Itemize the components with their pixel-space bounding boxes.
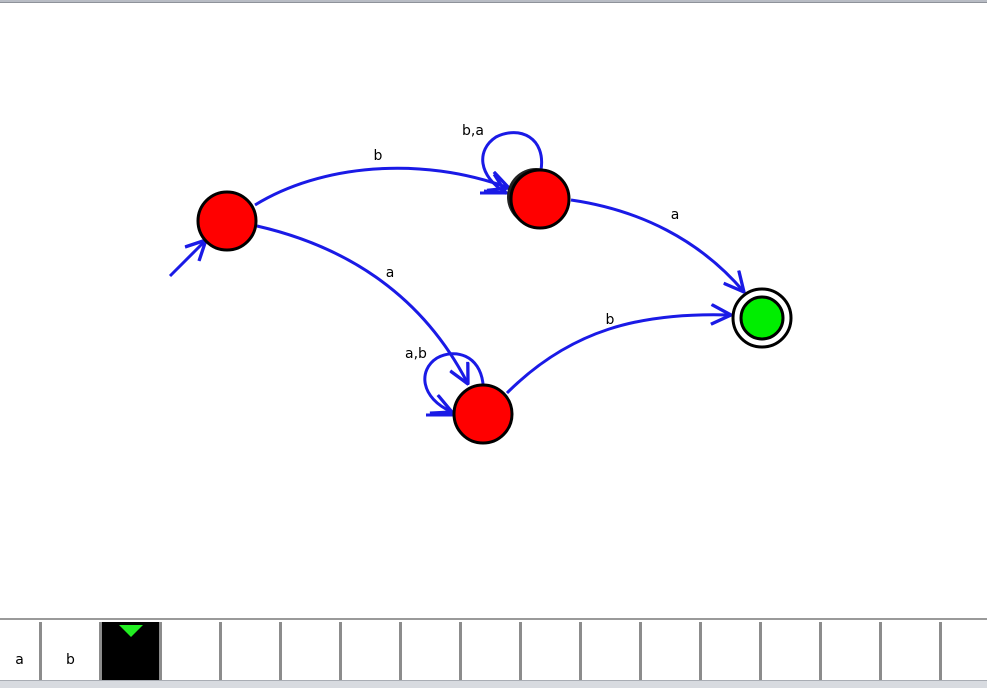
edge-q2-q3[interactable]: [505, 315, 731, 395]
tape-cell[interactable]: a: [0, 622, 42, 680]
tape-cell[interactable]: [642, 622, 702, 680]
self-loop-label-q1: b,a: [462, 123, 484, 139]
state-q3-accepting[interactable]: [739, 295, 785, 341]
self-loop-label-q2: a,b: [405, 346, 427, 362]
tape-cell[interactable]: [522, 622, 582, 680]
self-loop-q1[interactable]: [481, 131, 544, 193]
tape-cell[interactable]: b: [42, 622, 102, 680]
tape-cell[interactable]: [822, 622, 882, 680]
state-q1[interactable]: [509, 168, 571, 230]
diagram-canvas[interactable]: b a b,a a,b a b: [0, 3, 987, 618]
state-q2[interactable]: [452, 383, 514, 445]
tape-cell-current[interactable]: [102, 622, 162, 680]
tape-cell[interactable]: [342, 622, 402, 680]
tape-head-marker-icon: [118, 625, 143, 637]
tape-cell[interactable]: [882, 622, 942, 680]
tape-symbol: a: [15, 652, 24, 668]
edge-label-q0-q2: a: [386, 265, 395, 281]
self-loop-q2[interactable]: [423, 352, 485, 412]
tape-cell[interactable]: [162, 622, 222, 680]
tape-cell[interactable]: [942, 622, 987, 680]
tape-cell[interactable]: [222, 622, 282, 680]
tape-cell[interactable]: [282, 622, 342, 680]
edge-q0-q2[interactable]: [256, 224, 468, 384]
initial-arrow: [168, 240, 206, 278]
tape-symbol: b: [66, 652, 75, 668]
horizontal-scrollbar[interactable]: [0, 680, 987, 688]
automaton-diagram[interactable]: b a b,a a,b a b: [0, 3, 987, 618]
edge-label-q1-q3: a: [671, 207, 680, 223]
window-top-border: [0, 0, 987, 3]
edge-label-q2-q3: b: [606, 312, 615, 328]
tape-cell[interactable]: [762, 622, 822, 680]
state-q0[interactable]: [196, 190, 258, 252]
tape-cell[interactable]: [702, 622, 762, 680]
edge-q1-q3[interactable]: [570, 198, 744, 292]
tape-cell[interactable]: [462, 622, 522, 680]
input-tape[interactable]: a b: [0, 618, 987, 680]
tape-cell[interactable]: [582, 622, 642, 680]
edge-q0-q1[interactable]: [254, 166, 509, 207]
tape-cell[interactable]: [402, 622, 462, 680]
edge-label-q0-q1: b: [374, 148, 383, 164]
